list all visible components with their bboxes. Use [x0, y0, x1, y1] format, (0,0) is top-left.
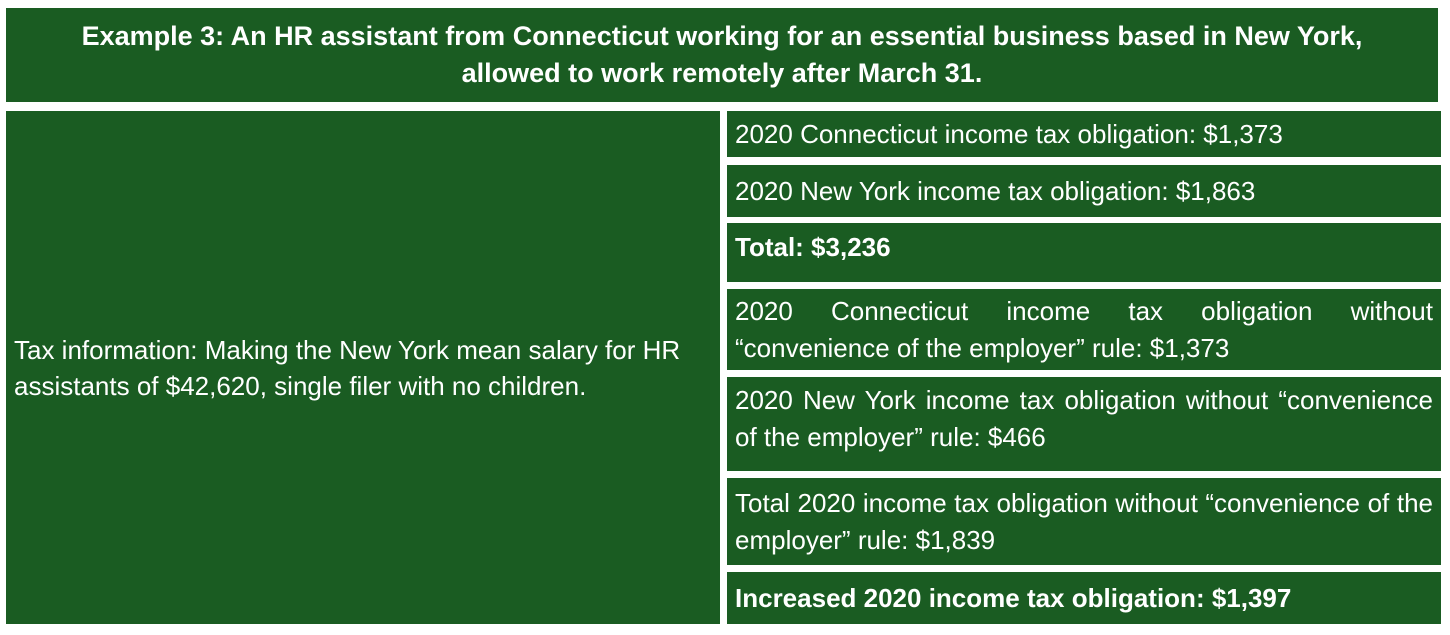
tax-information-cell: Tax information: Making the New York mea…	[6, 111, 720, 624]
new-york-tax-row: 2020 New York income tax obligation: $1,…	[727, 165, 1441, 217]
total-without-rule-row: Total 2020 income tax obligation without…	[727, 478, 1441, 565]
table-title: Example 3: An HR assistant from Connecti…	[6, 8, 1438, 102]
new-york-without-rule-row: 2020 New York income tax obligation with…	[727, 377, 1441, 471]
connecticut-tax-row: 2020 Connecticut income tax obligation: …	[727, 111, 1441, 157]
connecticut-without-rule-row: 2020 Connecticut income tax obligation w…	[727, 289, 1441, 370]
total-row: Total: $3,236	[727, 223, 1441, 282]
increased-tax-row: Increased 2020 income tax obligation: $1…	[727, 572, 1441, 624]
